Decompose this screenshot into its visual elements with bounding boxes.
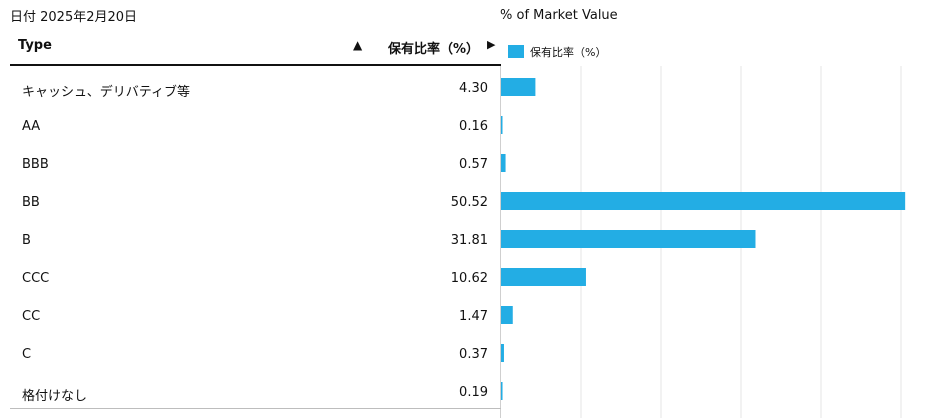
bar[interactable] xyxy=(501,154,506,172)
row-type-label: BBB xyxy=(22,157,49,172)
bar[interactable] xyxy=(501,230,756,248)
row-type-label: B xyxy=(22,233,31,248)
bar[interactable] xyxy=(501,306,513,324)
bar[interactable] xyxy=(501,192,906,210)
legend-label: 保有比率（%） xyxy=(530,46,607,59)
scroll-right-icon[interactable]: ▶ xyxy=(487,38,496,51)
table-chart-divider xyxy=(500,66,501,418)
row-holding-value: 0.37 xyxy=(459,347,488,362)
table-header-divider xyxy=(10,64,501,66)
row-holding-value: 31.81 xyxy=(450,233,488,248)
row-holding-value: 1.47 xyxy=(459,309,488,324)
row-holding-value: 0.19 xyxy=(459,385,488,400)
row-holding-value: 50.52 xyxy=(450,195,488,210)
row-type-label: CCC xyxy=(22,271,50,286)
column-header-holding-ratio[interactable]: 保有比率（%） xyxy=(388,42,480,57)
row-holding-value: 4.30 xyxy=(459,81,488,96)
bar[interactable] xyxy=(501,268,586,286)
chart-title: % of Market Value xyxy=(500,8,618,23)
sort-ascending-icon[interactable]: ▲ xyxy=(353,38,363,52)
table-row: BB 50.52 xyxy=(10,182,488,220)
row-type-label: キャッシュ、デリバティブ等 xyxy=(22,85,190,100)
chart-legend[interactable]: 保有比率（%） xyxy=(508,44,606,60)
row-type-label: CC xyxy=(22,309,41,324)
legend-swatch xyxy=(508,45,524,58)
table-row: BBB 0.57 xyxy=(10,144,488,182)
table-row: 格付けなし 0.19 xyxy=(10,372,488,410)
table-bottom-divider xyxy=(10,408,501,409)
row-holding-value: 10.62 xyxy=(450,271,488,286)
table-row: CC 1.47 xyxy=(10,296,488,334)
bar[interactable] xyxy=(501,78,536,96)
row-holding-value: 0.57 xyxy=(459,157,488,172)
date-label: 日付 2025年2月20日 xyxy=(10,10,138,25)
table-row: B 31.81 xyxy=(10,220,488,258)
table-row: AA 0.16 xyxy=(10,106,488,144)
table-row: キャッシュ、デリバティブ等 4.30 xyxy=(10,68,488,106)
bar[interactable] xyxy=(501,344,504,362)
row-type-label: BB xyxy=(22,195,40,210)
row-type-label: 格付けなし xyxy=(22,389,88,404)
column-header-type[interactable]: Type xyxy=(18,38,52,53)
bar[interactable] xyxy=(501,116,503,134)
row-type-label: AA xyxy=(22,119,41,134)
table-row: CCC 10.62 xyxy=(10,258,488,296)
row-type-label: C xyxy=(22,347,32,362)
row-holding-value: 0.16 xyxy=(459,119,488,134)
bar[interactable] xyxy=(501,382,503,400)
table-row: C 0.37 xyxy=(10,334,488,372)
